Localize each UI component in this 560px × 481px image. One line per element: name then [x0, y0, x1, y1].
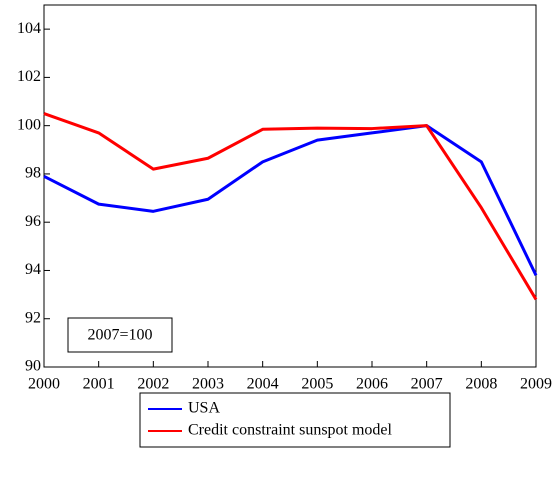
- x-tick-label: 2006: [356, 376, 388, 393]
- y-tick-label: 98: [25, 165, 41, 182]
- y-tick-label: 102: [17, 68, 41, 85]
- x-tick-label: 2007: [411, 376, 443, 393]
- plot-frame: [43, 4, 537, 368]
- y-tick-label: 94: [25, 261, 41, 278]
- y-tick-label: 92: [25, 309, 41, 326]
- annotation-box: [67, 317, 173, 353]
- x-tick-label: 2004: [247, 376, 279, 393]
- x-tick-label: 2000: [28, 376, 60, 393]
- x-tick-label: 2009: [520, 376, 552, 393]
- line-series: [43, 112, 538, 301]
- x-tick-label: 2002: [137, 376, 169, 393]
- x-tick-label: 2008: [465, 376, 497, 393]
- y-tick-label: 96: [25, 213, 41, 230]
- legend-label: Credit constraint sunspot model: [188, 422, 393, 439]
- y-tick-label: 100: [17, 116, 41, 133]
- legend-label: USA: [188, 400, 220, 417]
- line-series: [43, 124, 538, 276]
- x-tick-label: 2001: [83, 376, 115, 393]
- y-tick-label: 104: [17, 20, 41, 37]
- x-tick-label: 2005: [301, 376, 333, 393]
- legend-box: [139, 392, 451, 448]
- x-tick-label: 2003: [192, 376, 224, 393]
- y-tick-label: 90: [25, 358, 41, 375]
- annotation: 2007=100: [87, 327, 152, 344]
